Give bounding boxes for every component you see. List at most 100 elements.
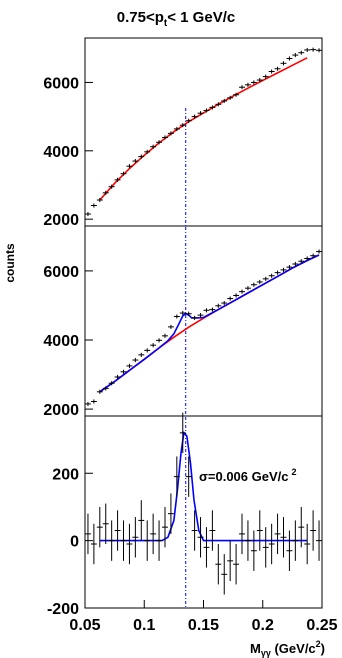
middle-data-point (268, 273, 275, 278)
middle-data-point (102, 386, 109, 391)
bottom-data-point (256, 510, 263, 551)
top-data-point (132, 159, 139, 164)
middle-background-fit-curve (99, 254, 320, 393)
x-axis-label: Mγγ (GeV/c2) (250, 639, 325, 658)
y-axis-label: counts (3, 243, 17, 283)
bottom-data-point (138, 500, 145, 541)
top-data-point (203, 108, 210, 113)
middle-data-point (256, 279, 263, 285)
bottom-data-point (114, 510, 121, 551)
bottom-data-point (268, 523, 275, 565)
top-fit-curve (99, 57, 308, 201)
bottom-y-tick-label: 200 (52, 466, 79, 483)
bottom-data-point (144, 520, 151, 561)
top-data-point (156, 140, 163, 145)
bottom-fit-curve (99, 430, 308, 542)
middle-data-point (150, 343, 157, 348)
middle-data-point (120, 369, 127, 374)
sigma-annotation: σ=0.006 GeV/c 2 (199, 467, 297, 484)
top-data-point (167, 131, 174, 136)
top-data-point (90, 203, 97, 208)
top-data-point (304, 47, 311, 53)
middle-data-point (316, 249, 322, 254)
middle-total-fit-curve (99, 254, 320, 393)
middle-data-point (262, 276, 269, 281)
x-tick-label: 0.2 (252, 617, 274, 634)
middle-data-point (114, 374, 121, 380)
bottom-data-point (150, 513, 157, 555)
middle-data-point (179, 310, 186, 316)
bottom-data-point (191, 510, 198, 551)
top-data-point (102, 190, 109, 195)
top-data-point (162, 135, 168, 140)
top-data-point (173, 126, 180, 131)
bottom-data-point (132, 517, 139, 558)
middle-data-point (215, 303, 222, 308)
bottom-data-point (120, 520, 127, 561)
middle-data-point (162, 333, 168, 338)
top-data-point (126, 164, 133, 169)
bottom-data-point (239, 513, 245, 555)
middle-data-point (280, 267, 287, 272)
x-tick-label: 0.15 (188, 617, 219, 634)
middle-data-point (138, 352, 145, 357)
bottom-data-point (227, 540, 234, 582)
top-data-point (114, 177, 121, 182)
top-data-point (209, 105, 216, 110)
bottom-data-point (221, 554, 228, 595)
middle-data-point (227, 296, 234, 301)
bottom-data-point (280, 517, 287, 558)
top-data-point (215, 102, 222, 107)
bottom-data-point (250, 530, 257, 571)
bottom-data-point (173, 456, 180, 497)
top-data-point (250, 80, 257, 85)
middle-data-point (191, 315, 198, 320)
middle-data-point (292, 261, 299, 267)
bottom-data-point (85, 513, 91, 555)
top-data-point (292, 53, 299, 58)
middle-panel: 2000 4000 6000 (43, 227, 322, 419)
middle-data-point (185, 311, 192, 316)
top-data-point (256, 77, 263, 83)
bottom-data-point (102, 503, 109, 544)
top-data-point (262, 74, 269, 79)
top-panel-frame (84, 37, 323, 227)
top-data-point (244, 82, 251, 87)
middle-data-point (173, 314, 180, 319)
bottom-data-point (162, 506, 168, 548)
bottom-data-point (126, 523, 133, 565)
middle-data-point (156, 338, 163, 343)
top-data-point (138, 154, 145, 159)
middle-data-point (310, 253, 317, 258)
bottom-data-point (108, 520, 115, 561)
bottom-data-point (292, 520, 299, 561)
top-data-point (185, 118, 192, 123)
bottom-panel: 0 200 -2000.05 0.1 0.15 0.2 0.25 (47, 412, 338, 634)
bottom-data-point (298, 506, 305, 548)
bottom-data-point (262, 527, 269, 568)
middle-y-tick-label: 6000 (43, 264, 79, 281)
middle-data-point (250, 282, 257, 287)
bottom-data-point (310, 510, 317, 551)
bottom-panel-frame (84, 415, 323, 609)
top-data-point (239, 85, 245, 90)
chart-title: 0.75<pt< 1 GeV/c (117, 9, 235, 29)
top-data-point (286, 56, 293, 61)
middle-data-point (96, 389, 103, 394)
bottom-data-point (185, 456, 192, 497)
bottom-y-tick-label: -200 (47, 601, 79, 618)
middle-data-point (203, 308, 210, 313)
middle-data-point (239, 289, 245, 294)
bottom-data-point (167, 493, 174, 534)
bottom-data-point (304, 523, 311, 565)
bottom-data-point (244, 520, 251, 561)
bottom-y-tick-label: 0 (70, 534, 79, 551)
bottom-data-point (233, 544, 240, 585)
middle-data-point (274, 270, 281, 275)
top-data-point (108, 184, 115, 189)
bottom-data-point (316, 520, 322, 561)
top-data-point (150, 144, 157, 149)
middle-data-point (244, 286, 251, 291)
bottom-data-point (90, 523, 97, 565)
x-tick-label: 0.25 (306, 617, 337, 634)
